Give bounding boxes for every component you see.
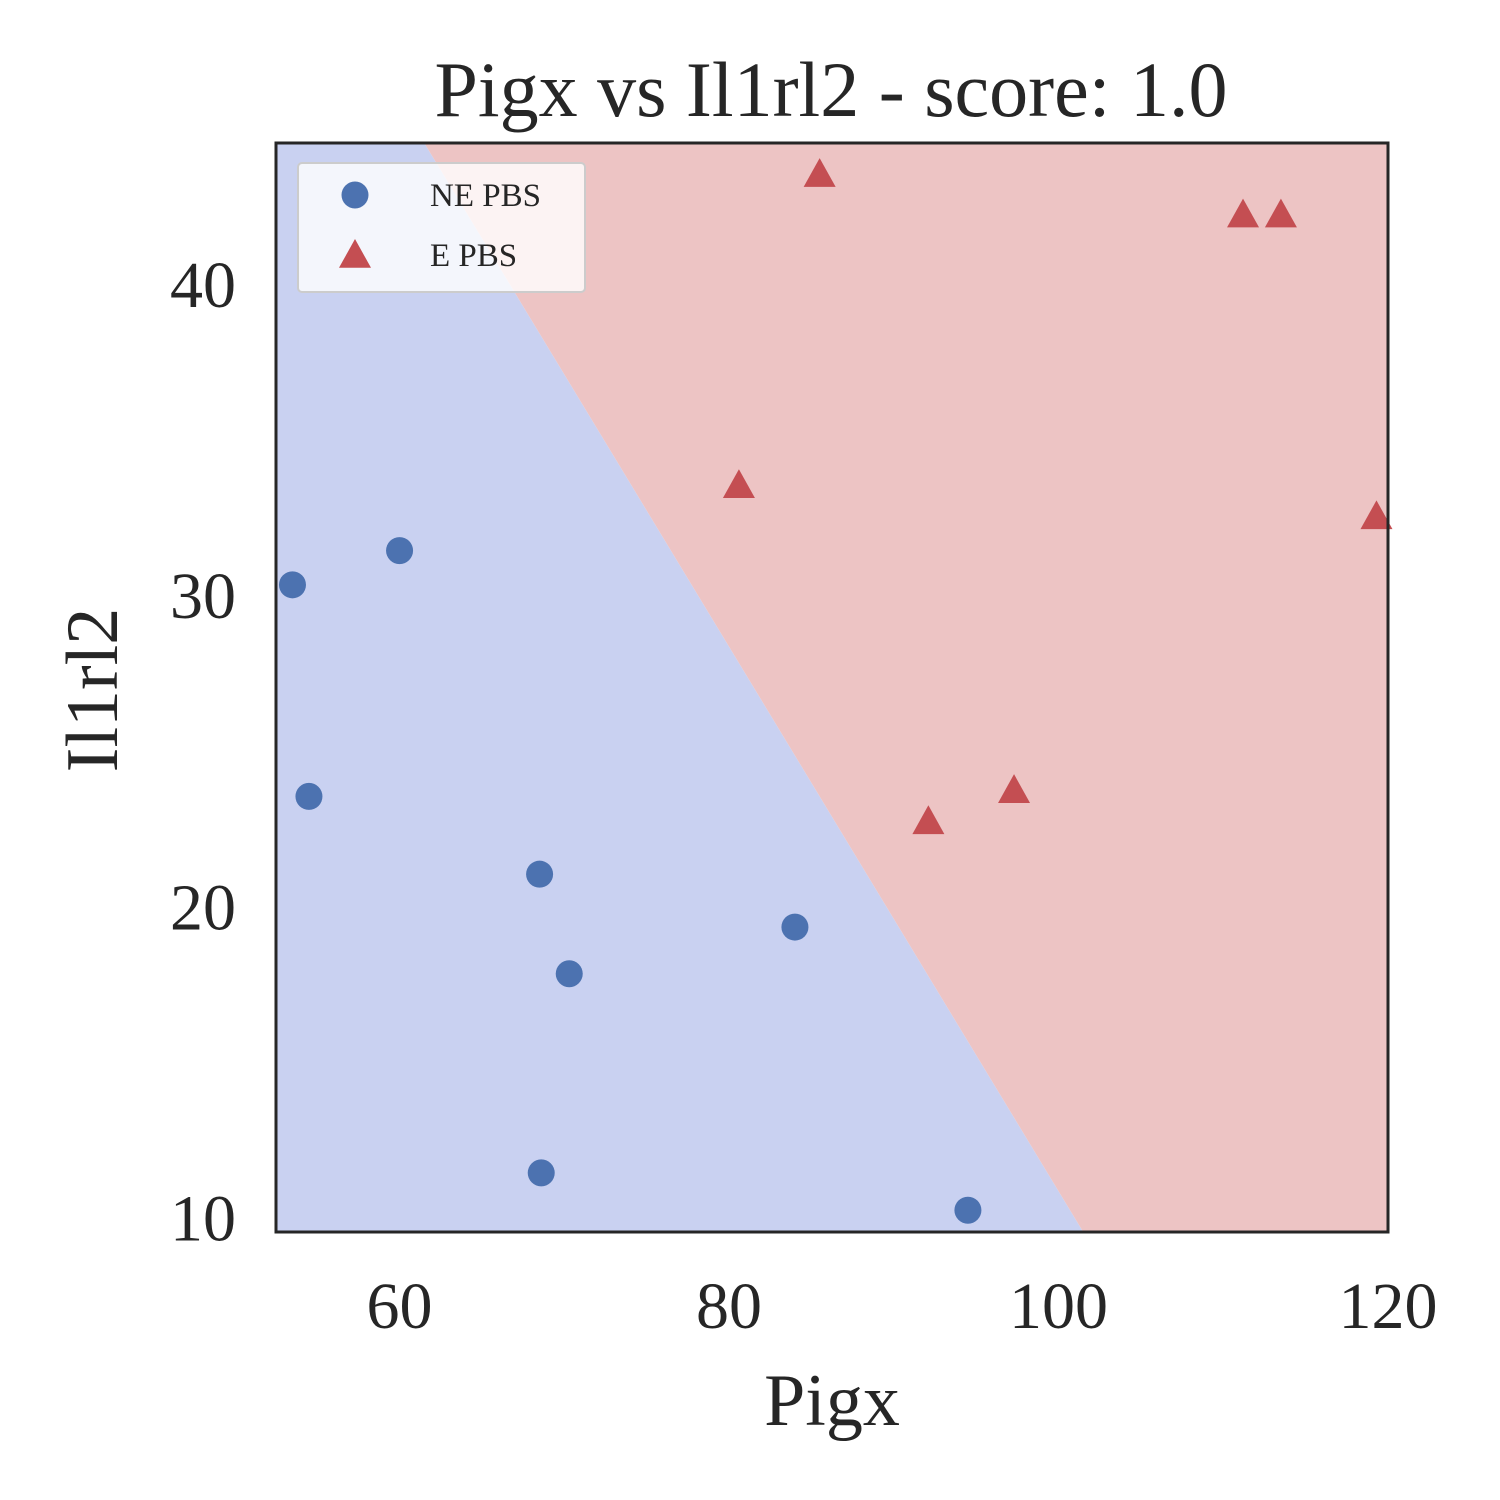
point-e-pbs-0 <box>803 158 836 187</box>
y-tick-label: 20 <box>170 871 236 944</box>
legend-label-e-pbs: E PBS <box>430 238 517 274</box>
x-axis-ticks: 60 80 100 120 <box>367 1270 1438 1343</box>
point-e-pbs-6 <box>1360 500 1393 530</box>
point-e-pbs-4 <box>1227 198 1260 228</box>
y-tick-label: 30 <box>170 560 236 633</box>
plot-frame <box>274 141 1390 1234</box>
point-e-pbs-3 <box>998 774 1031 803</box>
legend-box <box>297 162 586 293</box>
x-tick-label: 100 <box>1009 1270 1108 1343</box>
legend-label-ne-pbs: NE PBS <box>430 178 541 214</box>
x-tick-label: 120 <box>1339 1270 1438 1343</box>
legend: NE PBS E PBS <box>297 162 586 293</box>
x-axis-label: Pigx <box>764 1360 900 1442</box>
point-ne-pbs-3 <box>526 860 554 888</box>
legend-marker-ne-pbs <box>341 181 369 209</box>
point-ne-pbs-0 <box>278 571 306 599</box>
point-ne-pbs-6 <box>781 913 809 941</box>
point-ne-pbs-5 <box>527 1159 555 1187</box>
y-axis-label: Il1rl2 <box>52 608 134 772</box>
decision-regions <box>276 143 1388 1232</box>
point-e-pbs-1 <box>722 469 755 499</box>
point-ne-pbs-1 <box>295 782 323 810</box>
point-ne-pbs-7 <box>954 1196 982 1224</box>
data-points <box>278 158 1393 1224</box>
y-tick-label: 10 <box>170 1182 236 1255</box>
y-tick-label: 40 <box>170 249 236 322</box>
x-tick-label: 60 <box>367 1270 433 1343</box>
point-e-pbs-2 <box>912 805 945 835</box>
y-axis-ticks: 10 20 30 40 <box>170 249 236 1255</box>
region-ne-pbs <box>276 143 1084 1232</box>
point-e-pbs-5 <box>1264 198 1297 228</box>
point-ne-pbs-2 <box>386 537 414 565</box>
region-e-pbs <box>424 143 1388 1232</box>
x-tick-label: 80 <box>696 1270 762 1343</box>
point-ne-pbs-4 <box>555 960 583 988</box>
chart-title: Pigx vs Il1rl2 - score: 1.0 <box>435 46 1228 133</box>
legend-marker-e-pbs <box>339 239 371 268</box>
